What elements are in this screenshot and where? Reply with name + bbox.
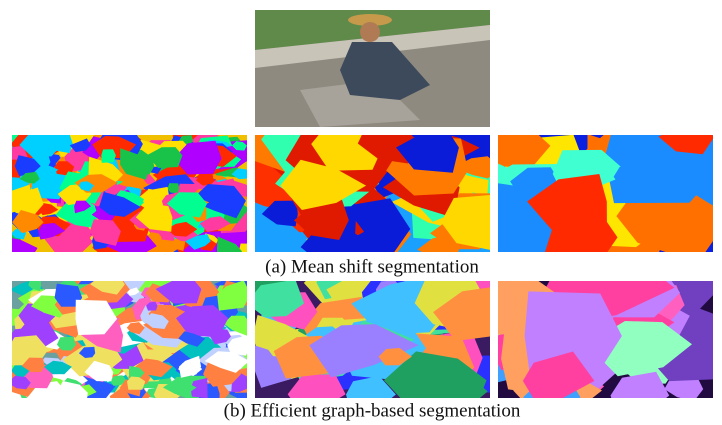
- figure: (a) Mean shift segmentation (b) Efficien…: [0, 0, 722, 425]
- original-photo: [255, 10, 490, 127]
- caption-a: (a) Mean shift segmentation: [265, 256, 479, 277]
- caption-b: (b) Efficient graph-based segmentation: [224, 400, 521, 421]
- segment: [239, 244, 257, 258]
- segment: [101, 149, 116, 163]
- photo-face: [360, 22, 380, 42]
- page: {"captions": {"a": "(a) Mean shift segme…: [0, 0, 722, 425]
- segmentation-image: [0, 125, 258, 265]
- segmentation-image: [222, 103, 527, 269]
- segmentation-image: [0, 268, 269, 417]
